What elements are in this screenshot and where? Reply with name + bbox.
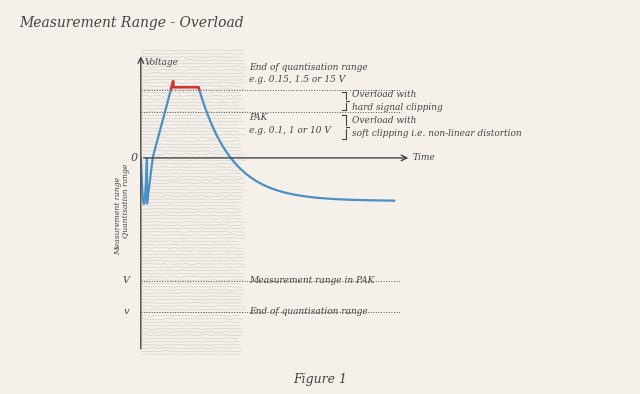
Text: Overload with
hard signal clipping: Overload with hard signal clipping [352,90,443,112]
Text: Overload with
soft clipping i.e. non-linear distortion: Overload with soft clipping i.e. non-lin… [352,117,522,138]
Text: 0: 0 [131,153,138,163]
Text: End of quantisation range: End of quantisation range [249,307,368,316]
Text: Measurement range in PAK: Measurement range in PAK [249,276,374,285]
Text: v: v [124,307,129,316]
Text: Measurement Range - Overload: Measurement Range - Overload [19,16,244,30]
Text: PAK
e.g. 0.1, 1 or 10 V: PAK e.g. 0.1, 1 or 10 V [249,113,331,135]
Text: Voltage: Voltage [144,58,178,67]
Text: Time: Time [413,153,435,162]
Text: Quantisation range: Quantisation range [122,164,129,238]
Text: Measurement range: Measurement range [114,177,122,255]
Text: V: V [123,276,130,285]
Text: Figure 1: Figure 1 [293,373,347,386]
Text: End of quantisation range
e.g. 0.15, 1.5 or 15 V: End of quantisation range e.g. 0.15, 1.5… [249,63,368,84]
